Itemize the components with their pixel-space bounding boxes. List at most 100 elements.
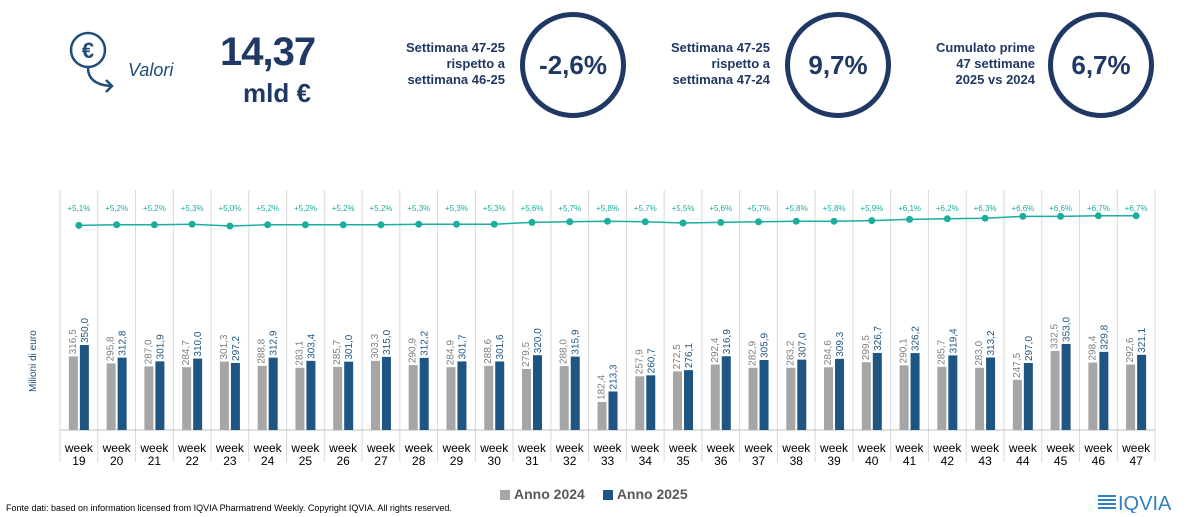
bar-2025 bbox=[835, 358, 845, 430]
data-label-2024: 284,9 bbox=[445, 340, 456, 365]
bar-2025 bbox=[79, 345, 89, 430]
x-tick-label: week 40 bbox=[857, 441, 887, 468]
growth-label: +5,3% bbox=[483, 204, 506, 213]
growth-point bbox=[792, 217, 800, 225]
kpi-3-value: 6,7% bbox=[1071, 49, 1131, 80]
bar-2025 bbox=[306, 360, 316, 430]
legend-swatch-2025 bbox=[602, 490, 613, 501]
growth-label: +6,7% bbox=[1125, 204, 1148, 213]
growth-label: +6,6% bbox=[1011, 204, 1034, 213]
bar-2025 bbox=[608, 391, 618, 430]
total-unit: mld € bbox=[243, 78, 311, 108]
growth-point bbox=[528, 218, 536, 226]
data-label-2025: 326,2 bbox=[911, 326, 922, 351]
data-label-2024: 283,1 bbox=[294, 340, 305, 365]
x-tick-label: week 20 bbox=[102, 441, 132, 468]
data-label-2025: 312,9 bbox=[269, 330, 280, 355]
growth-point bbox=[717, 218, 725, 226]
data-label-2024: 299,5 bbox=[861, 335, 872, 360]
bar-2025 bbox=[872, 352, 882, 430]
data-label-2025: 301,7 bbox=[457, 334, 468, 359]
growth-label: +5,7% bbox=[634, 204, 657, 213]
data-label-2024: 290,9 bbox=[408, 338, 419, 363]
x-tick-label: week 21 bbox=[139, 441, 169, 468]
x-tick-label: week 43 bbox=[970, 441, 1000, 468]
bar-2025 bbox=[570, 356, 580, 430]
growth-point bbox=[679, 219, 687, 227]
bar-2024 bbox=[295, 367, 305, 430]
bar-2025 bbox=[457, 361, 467, 430]
bar-2024 bbox=[975, 367, 985, 430]
bar-2024 bbox=[182, 367, 192, 430]
x-tick-label: week 37 bbox=[744, 441, 774, 468]
growth-label: +5,3% bbox=[407, 204, 430, 213]
x-tick-label: week 28 bbox=[404, 441, 434, 468]
bar-2025 bbox=[1099, 351, 1109, 430]
bar-2025 bbox=[986, 357, 996, 430]
bar-2024 bbox=[786, 367, 796, 430]
data-label-2024: 295,8 bbox=[106, 336, 117, 361]
bar-2024 bbox=[1050, 350, 1060, 430]
growth-label: +5,1% bbox=[67, 204, 90, 213]
data-label-2024: 182,4 bbox=[597, 375, 608, 400]
bar-2024 bbox=[219, 361, 229, 430]
growth-label: +6,3% bbox=[974, 204, 997, 213]
growth-point bbox=[113, 221, 121, 229]
growth-point bbox=[1094, 212, 1102, 220]
data-label-2024: 287,0 bbox=[143, 339, 154, 364]
growth-point bbox=[490, 220, 498, 228]
growth-label: +5,7% bbox=[558, 204, 581, 213]
data-label-2024: 284,6 bbox=[823, 340, 834, 365]
growth-point bbox=[415, 220, 423, 228]
data-label-2024: 288,0 bbox=[559, 339, 570, 364]
x-tick-label: week 44 bbox=[1008, 441, 1038, 468]
growth-label: +5,8% bbox=[785, 204, 808, 213]
data-label-2025: 315,0 bbox=[382, 329, 393, 354]
bar-2025 bbox=[193, 358, 203, 430]
data-label-2025: 329,8 bbox=[1099, 324, 1110, 349]
growth-point bbox=[755, 218, 763, 226]
x-tick-label: week 26 bbox=[328, 441, 358, 468]
growth-label: +5,2% bbox=[369, 204, 392, 213]
iqvia-logo: IQVIA bbox=[1098, 493, 1172, 513]
data-label-2025: 319,4 bbox=[948, 328, 959, 353]
bar-2025 bbox=[230, 362, 240, 430]
bar-2025 bbox=[532, 355, 542, 430]
legend-item-2025: Anno 2025 bbox=[602, 486, 688, 502]
bar-2024 bbox=[370, 360, 380, 430]
data-label-2024: 247,5 bbox=[1012, 352, 1023, 377]
bar-2025 bbox=[344, 361, 354, 430]
growth-label: +5,3% bbox=[181, 204, 204, 213]
bar-2024 bbox=[1012, 379, 1022, 430]
bar-2024 bbox=[106, 363, 116, 430]
data-label-2024: 282,9 bbox=[748, 340, 759, 365]
x-tick-label: week 19 bbox=[64, 441, 94, 468]
bar-2025 bbox=[797, 359, 807, 430]
bar-2025 bbox=[1061, 343, 1071, 430]
bar-2025 bbox=[910, 353, 920, 430]
growth-point bbox=[264, 221, 272, 229]
data-label-2025: 297,0 bbox=[1024, 336, 1035, 361]
data-label-2025: 309,3 bbox=[835, 331, 846, 356]
bar-2024 bbox=[597, 401, 607, 430]
bar-2025 bbox=[1137, 354, 1147, 430]
growth-point bbox=[981, 214, 989, 222]
footnote: Fonte dati: based on information license… bbox=[6, 503, 452, 513]
euro-down-arrow-icon: € bbox=[69, 31, 114, 93]
data-label-2025: 301,6 bbox=[495, 334, 506, 359]
data-label-2024: 285,7 bbox=[332, 339, 343, 364]
bar-2024 bbox=[1126, 364, 1136, 430]
bar-2024 bbox=[484, 365, 494, 430]
growth-label: +6,6% bbox=[1049, 204, 1072, 213]
bar-2025 bbox=[684, 370, 694, 430]
bar-2024 bbox=[710, 364, 720, 430]
data-label-2024: 279,5 bbox=[521, 342, 532, 367]
data-label-2024: 303,3 bbox=[370, 333, 381, 358]
growth-label: +5,7% bbox=[747, 204, 770, 213]
svg-text:IQVIA: IQVIA bbox=[1118, 493, 1172, 513]
x-tick-label: week 46 bbox=[1083, 441, 1113, 468]
growth-label: +5,2% bbox=[105, 204, 128, 213]
data-label-2025: 320,0 bbox=[533, 328, 544, 353]
valori-label: Valori bbox=[128, 60, 174, 80]
kpi-3-label: Cumulato prime 47 settimane 2025 vs 2024 bbox=[936, 40, 1035, 87]
